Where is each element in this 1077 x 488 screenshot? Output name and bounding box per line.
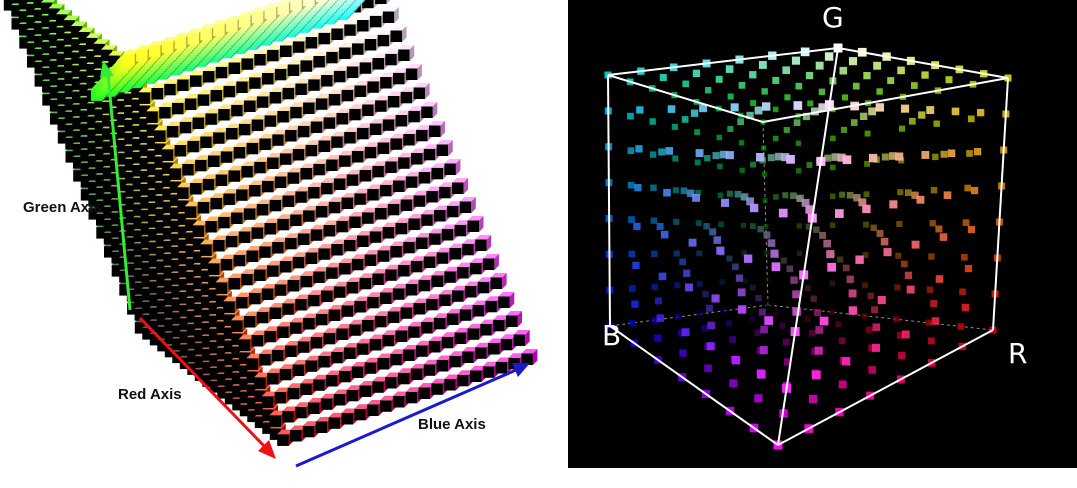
wireframe-front	[607, 47, 1009, 446]
green-axis-label: Green Axis	[23, 199, 102, 216]
b-corner-label: B	[602, 319, 622, 352]
red-axis-arrowhead	[258, 440, 276, 459]
rgb-cube-illustration: Green Axis Red Axis Blue Axis	[3, 0, 538, 468]
red-axis-arrow	[138, 316, 268, 450]
r-corner-label: R	[1008, 337, 1028, 370]
green-axis-arrow	[106, 73, 132, 311]
sparse-color-cube	[604, 43, 1012, 450]
axis-arrows	[100, 60, 530, 468]
blue-axis-arrowhead	[512, 363, 530, 377]
red-axis-label: Red Axis	[118, 386, 182, 403]
voxel-color-cube	[3, 0, 538, 468]
green-axis-arrowhead	[100, 60, 114, 78]
rgb-cube-wireframe-illustration: G B R	[568, 0, 1077, 468]
blue-axis-arrow	[295, 368, 517, 468]
g-corner-label: G	[822, 1, 844, 34]
blue-axis-label: Blue Axis	[418, 416, 486, 433]
voxel-grid	[3, 0, 538, 446]
